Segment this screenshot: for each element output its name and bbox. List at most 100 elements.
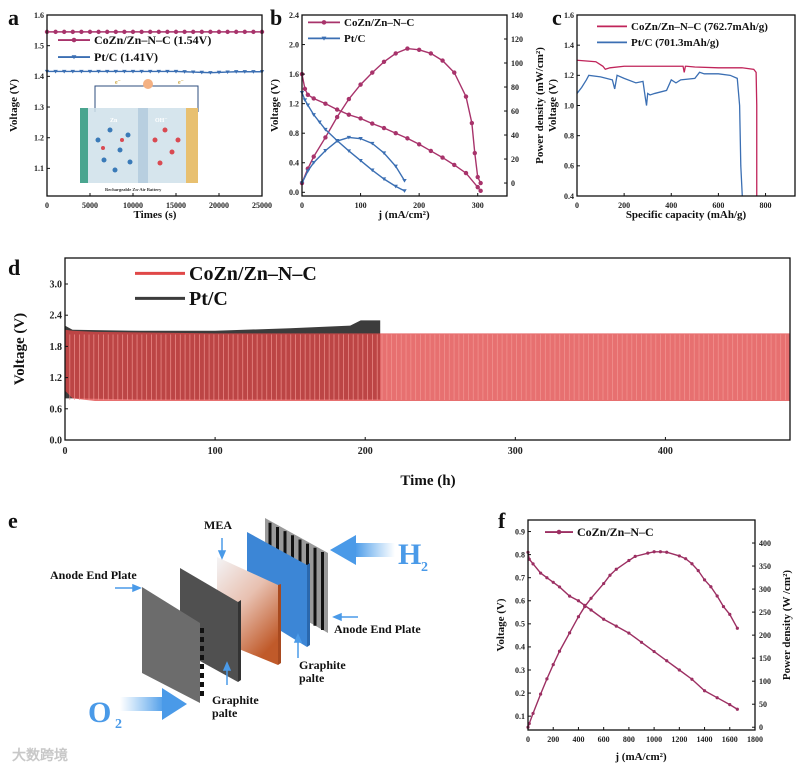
x-tick-label: 800 [623,735,635,744]
data-point [639,640,644,644]
data-point [475,184,480,190]
legend-label: Pt/C (1.41V) [94,50,158,64]
y-tick-label: 0.4 [289,159,299,168]
data-point [358,137,363,141]
data-point [334,114,340,120]
data-point [358,158,363,163]
y-axis-label: Voltage (V) [547,79,559,132]
data-point [323,135,328,140]
data-point [393,51,398,56]
data-point [311,154,316,159]
series-line [576,71,743,197]
graphite-plate-left-edge [238,600,241,682]
series-cozn-zn-n-c-power [526,550,739,729]
data-point [539,692,543,696]
y2-axis-label: Power density (mW/cm²) [534,47,546,164]
y-tick-label: 1.6 [34,11,44,20]
x-axis-label: Time (h) [400,473,455,489]
y-axis-label: Voltage (V) [269,79,281,132]
data-point [61,29,67,35]
graphite-plate-left-label-1: Graphite [212,693,259,707]
y-tick-label: 0.4 [515,643,525,652]
data-point [702,689,707,693]
data-point [305,103,311,108]
data-point [311,96,316,101]
y-tick-label: 0.6 [564,162,574,171]
series-line [47,70,262,74]
y2-tick-label: 0 [759,723,763,732]
y-tick-label: 1.4 [34,72,44,81]
y-axis-label: Voltage (V) [12,313,28,385]
x-tick-label: 200 [358,446,373,457]
x-tick-label: 800 [760,201,772,210]
data-point [393,164,398,169]
y-tick-label: 1.4 [564,41,574,50]
data-point [646,551,650,555]
data-point [370,70,375,75]
series-pt-c-701-3mah-g- [576,71,743,197]
x-tick-label: 0 [63,446,68,457]
y-tick-label: 0.6 [515,597,525,606]
y2-tick-label: 400 [759,539,771,548]
data-point [452,162,457,168]
series-pt-c-power [299,135,407,186]
y-tick-label: 0.8 [564,131,574,140]
y-axis-label: Voltage (V) [8,79,20,132]
x-axis-label: j (mA/cm²) [614,751,667,763]
h2-subscript: 2 [421,560,428,575]
y-tick-label: 1.8 [50,342,63,353]
data-point [478,180,483,186]
data-point [302,98,308,102]
x-tick-label: 600 [598,735,610,744]
y2-axis-label: Power density (W /cm²) [781,570,793,680]
series-cozn-zn-n-c [64,329,790,401]
x-tick-label: 1000 [646,735,662,744]
data-point [402,179,407,183]
y-tick-label: 0.3 [515,666,525,675]
data-point [614,624,618,628]
data-point [156,69,161,74]
data-point [658,550,663,554]
legend-label: CoZn/Zn–N–C [189,263,317,285]
data-point [684,557,688,561]
data-point [478,188,483,194]
anode-end-plate-left [142,587,200,703]
data-point [381,125,387,131]
data-point [735,626,739,630]
x-tick-label: 1200 [671,735,687,744]
data-point [334,107,340,112]
data-point [416,47,422,53]
data-point [690,562,694,566]
data-point [105,29,110,35]
graphite-plate-right-label-1: Graphite [299,658,346,672]
y2-tick-label: 350 [759,562,771,571]
data-point [208,29,213,35]
series-line [301,47,482,184]
chart-c: 0 200 400 600 800 0.4 0.6 0.8 1.0 1.2 1.4 1.6 Specif… [547,11,796,221]
data-point [148,29,153,35]
data-point [721,604,726,609]
legend-label: Pt/C [344,33,365,45]
x-tick-label: 0 [300,201,304,210]
area-band [65,329,790,401]
o2-subscript: 2 [115,717,122,732]
data-point [225,29,230,35]
zn-electrode [80,108,88,183]
data-point [469,120,475,126]
x-tick-label: 25000 [252,201,272,210]
data-point [551,663,555,667]
data-point [452,70,457,75]
data-point [428,148,434,154]
x-axis-label: j (mA/cm²) [377,209,430,221]
y2-tick-label: 100 [511,59,523,68]
legend-marker [71,55,77,60]
data-point [173,29,179,35]
data-point [416,142,422,147]
series-cozn-zn-n-c-1-54v- [44,29,265,35]
x-tick-label: 15000 [166,201,186,210]
data-point [665,659,669,663]
data-point [709,585,713,589]
y-tick-label: 1.6 [289,70,299,79]
data-point [589,596,593,600]
y-tick-label: 0.0 [50,436,63,447]
